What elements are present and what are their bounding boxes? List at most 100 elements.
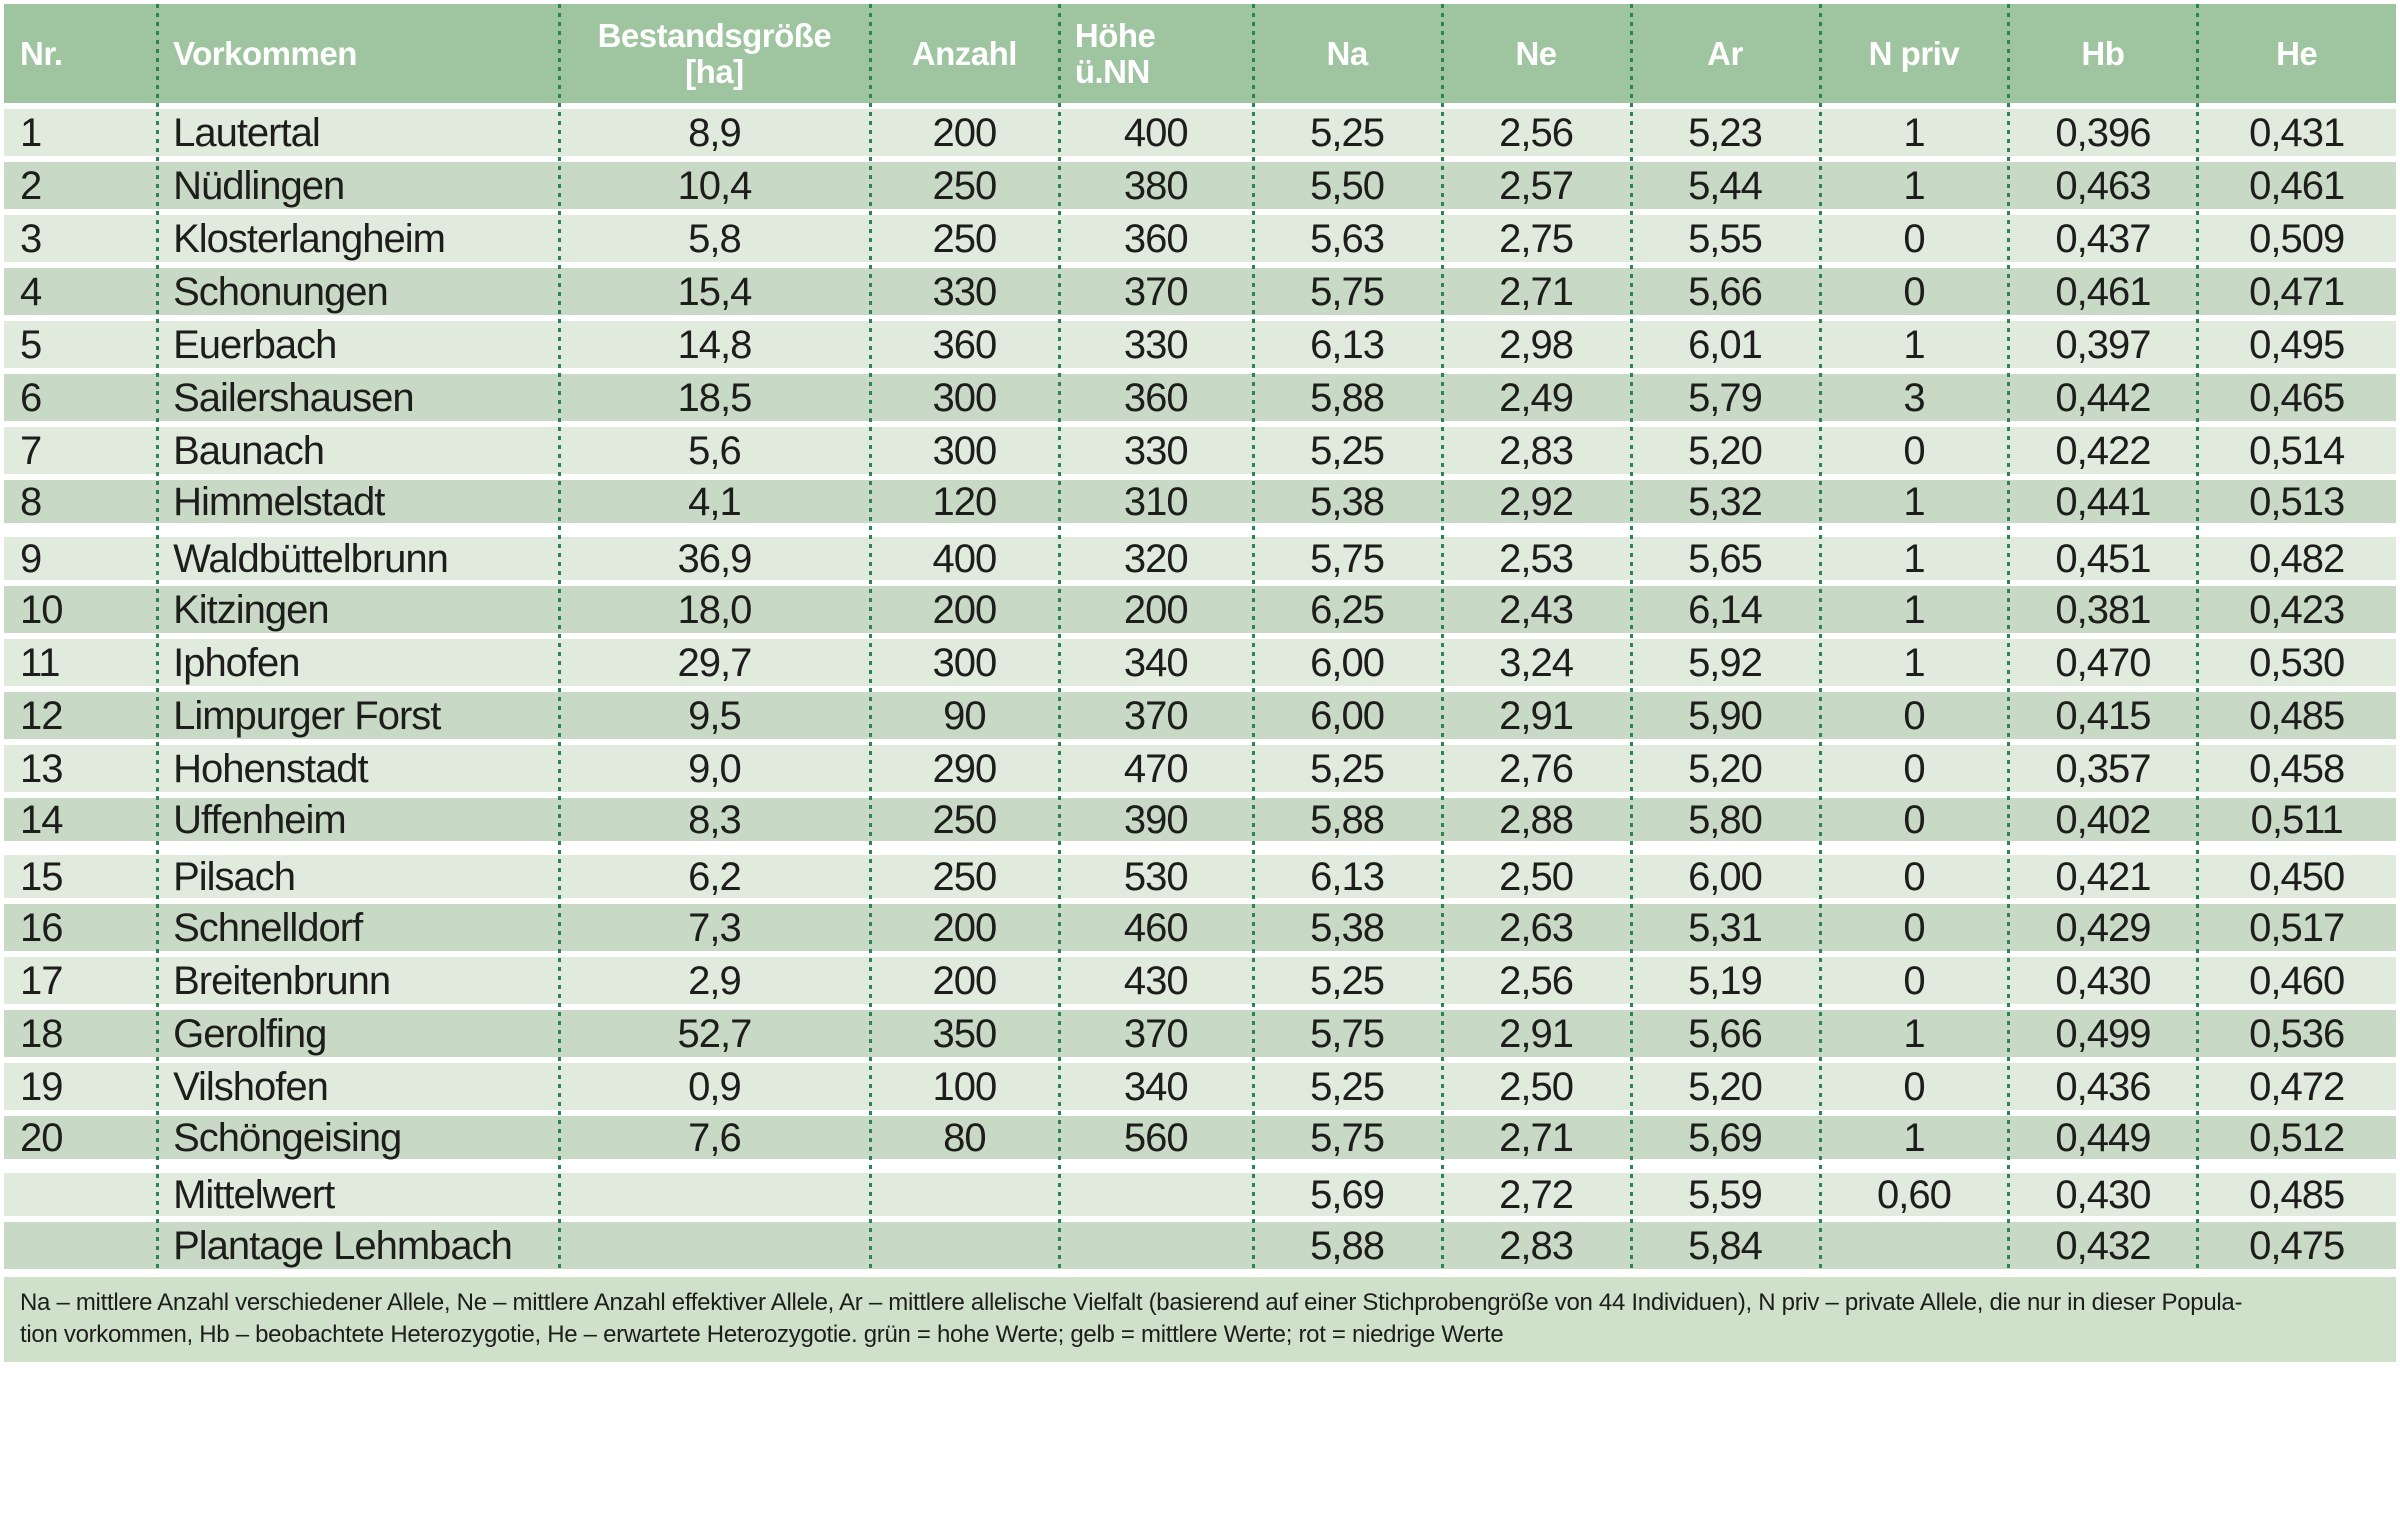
cell-anzahl: 330 (869, 265, 1059, 321)
cell-ne: 2,56 (1441, 106, 1631, 162)
cell-ne: 2,71 (1441, 1113, 1631, 1173)
cell-npriv: 1 (1819, 318, 2009, 374)
cell-ne: 2,49 (1441, 371, 1631, 427)
table-row: 8 Himmelstadt 4,1 120 310 5,38 2,92 5,32… (4, 477, 2396, 537)
cell-ar: 5,84 (1630, 1219, 1820, 1275)
cell-na: 5,25 (1252, 106, 1442, 162)
cell-bestandsgroesse: 6,2 (558, 848, 870, 904)
genetics-table-wrap: Nr. Vorkommen Bestandsgröße [ha] Anzahl … (4, 4, 2396, 1275)
cell-anzahl: 100 (869, 1060, 1059, 1116)
cell-anzahl: 80 (869, 1113, 1059, 1173)
cell-nr: 12 (4, 689, 158, 745)
cell-bestandsgroesse: 8,3 (558, 795, 870, 855)
cell-ar: 5,65 (1630, 530, 1820, 586)
cell-he: 0,460 (2197, 954, 2396, 1010)
cell-na: 5,69 (1252, 1166, 1442, 1222)
cell-bestandsgroesse: 4,1 (558, 477, 870, 537)
cell-he: 0,485 (2197, 1166, 2396, 1222)
cell-nr: 5 (4, 318, 158, 374)
cell-bestandsgroesse: 36,9 (558, 530, 870, 586)
cell-npriv: 1 (1819, 530, 2009, 586)
cell-hb: 0,461 (2008, 265, 2198, 321)
cell-nr: 3 (4, 212, 158, 268)
cell-na: 5,75 (1252, 265, 1442, 321)
cell-hoehe: 340 (1058, 1060, 1253, 1116)
col-header-ne: Ne (1441, 4, 1631, 109)
col-header-hb: Hb (2008, 4, 2198, 109)
cell-ne: 2,56 (1441, 954, 1631, 1010)
cell-ne: 2,63 (1441, 901, 1631, 957)
cell-he: 0,513 (2197, 477, 2396, 537)
cell-hb: 0,429 (2008, 901, 2198, 957)
cell-anzahl: 350 (869, 1007, 1059, 1063)
table-row: 15 Pilsach 6,2 250 530 6,13 2,50 6,00 0 … (4, 848, 2396, 904)
footnote-line-2: tion vorkommen, Hb – beobachtete Heteroz… (20, 1320, 1504, 1348)
cell-nr: 8 (4, 477, 158, 537)
cell-ne: 2,50 (1441, 1060, 1631, 1116)
cell-nr: 9 (4, 530, 158, 586)
cell-hb: 0,397 (2008, 318, 2198, 374)
col-header-na: Na (1252, 4, 1442, 109)
cell-hoehe (1058, 1166, 1253, 1222)
cell-hoehe: 460 (1058, 901, 1253, 957)
cell-hoehe: 200 (1058, 583, 1253, 639)
col-header-npriv: N priv (1819, 4, 2009, 109)
cell-nr: 14 (4, 795, 158, 855)
table-row: 1 Lautertal 8,9 200 400 5,25 2,56 5,23 1… (4, 106, 2396, 162)
cell-nr: 15 (4, 848, 158, 904)
cell-ne: 2,50 (1441, 848, 1631, 904)
cell-vorkommen: Klosterlangheim (157, 212, 559, 268)
cell-npriv: 0 (1819, 1060, 2009, 1116)
cell-npriv: 1 (1819, 1007, 2009, 1063)
cell-bestandsgroesse: 52,7 (558, 1007, 870, 1063)
cell-vorkommen: Himmelstadt (157, 477, 559, 537)
cell-he: 0,514 (2197, 424, 2396, 480)
cell-anzahl (869, 1219, 1059, 1275)
cell-bestandsgroesse: 14,8 (558, 318, 870, 374)
cell-vorkommen: Pilsach (157, 848, 559, 904)
cell-nr: 2 (4, 159, 158, 215)
cell-anzahl: 90 (869, 689, 1059, 745)
cell-vorkommen: Hohenstadt (157, 742, 559, 798)
cell-anzahl: 250 (869, 848, 1059, 904)
cell-he: 0,458 (2197, 742, 2396, 798)
cell-vorkommen: Lautertal (157, 106, 559, 162)
cell-npriv: 0 (1819, 954, 2009, 1010)
cell-npriv: 1 (1819, 477, 2009, 537)
cell-bestandsgroesse: 0,9 (558, 1060, 870, 1116)
cell-na: 5,88 (1252, 795, 1442, 855)
cell-hb: 0,442 (2008, 371, 2198, 427)
cell-na: 5,63 (1252, 212, 1442, 268)
cell-vorkommen: Sailershausen (157, 371, 559, 427)
cell-vorkommen: Waldbüttelbrunn (157, 530, 559, 586)
footnote-line-1: Na – mittlere Anzahl verschiedener Allel… (20, 1289, 2243, 1316)
table-row: 11 Iphofen 29,7 300 340 6,00 3,24 5,92 1… (4, 636, 2396, 692)
cell-bestandsgroesse: 10,4 (558, 159, 870, 215)
cell-anzahl: 250 (869, 159, 1059, 215)
cell-hoehe: 370 (1058, 1007, 1253, 1063)
cell-hoehe: 430 (1058, 954, 1253, 1010)
cell-hoehe: 370 (1058, 265, 1253, 321)
cell-vorkommen: Schnelldorf (157, 901, 559, 957)
col-header-nr: Nr. (4, 4, 158, 109)
cell-he: 0,471 (2197, 265, 2396, 321)
cell-ar: 5,66 (1630, 265, 1820, 321)
cell-ne: 2,53 (1441, 530, 1631, 586)
cell-hoehe: 340 (1058, 636, 1253, 692)
col-header-bestandsgroesse: Bestandsgröße [ha] (558, 4, 870, 109)
cell-hb: 0,422 (2008, 424, 2198, 480)
cell-anzahl: 400 (869, 530, 1059, 586)
cell-npriv: 0 (1819, 848, 2009, 904)
cell-anzahl: 200 (869, 583, 1059, 639)
cell-bestandsgroesse: 15,4 (558, 265, 870, 321)
col-header-ar: Ar (1630, 4, 1820, 109)
cell-hoehe: 360 (1058, 212, 1253, 268)
cell-ne: 2,98 (1441, 318, 1631, 374)
cell-nr (4, 1166, 158, 1222)
cell-nr (4, 1219, 158, 1275)
table-row: Mittelwert 5,69 2,72 5,59 0,60 0,430 0,4… (4, 1166, 2396, 1222)
cell-na: 6,25 (1252, 583, 1442, 639)
cell-npriv: 0 (1819, 689, 2009, 745)
cell-hb: 0,451 (2008, 530, 2198, 586)
cell-he: 0,472 (2197, 1060, 2396, 1116)
